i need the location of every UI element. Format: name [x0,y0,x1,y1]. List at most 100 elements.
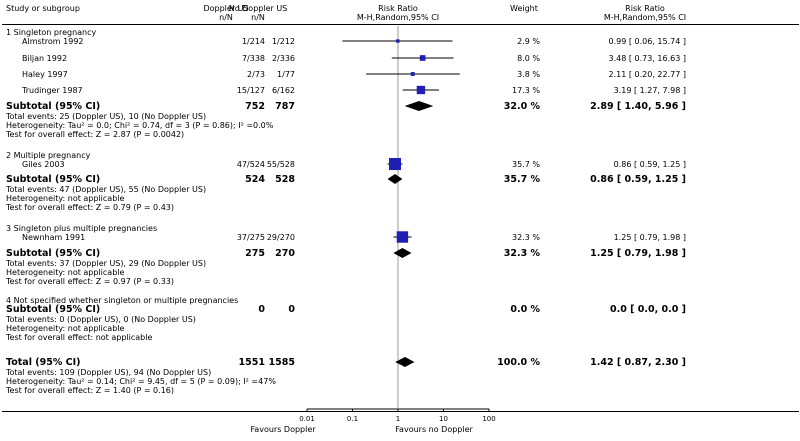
note-total-events: Total events: 25 (Doppler US), 10 (No Do… [6,112,207,121]
study-weight: 35.7 % [512,160,540,169]
note-heterogeneity: Heterogeneity: not applicable [6,268,125,277]
group-title: 2 Multiple pregnancy [6,151,91,160]
subtotal-weight: 32.0 % [503,101,540,112]
footer-divider [2,411,799,412]
study-name: Giles 2003 [22,160,65,169]
header-divider [2,24,799,25]
favours-doppler-label: Favours Doppler [250,425,316,434]
total-label: Total (95% CI) [6,357,81,368]
x-axis-tick-label: 100 [482,415,495,423]
study-ci: 3.48 [ 0.73, 16.63 ] [608,54,686,63]
total-doppler: 1551 [238,357,265,368]
study-no-doppler: 2/336 [271,54,295,63]
x-axis-tick-label: 10 [439,415,448,423]
study-ci: 3.19 [ 1.27, 7.98 ] [613,86,686,95]
note-overall-effect: Test for overall effect: Z = 0.97 (P = 0… [6,277,174,286]
note-overall-effect: Test for overall effect: not applicable [6,333,153,342]
effect-marker [389,158,402,170]
total-no-doppler: 1585 [268,357,295,368]
group-title: 1 Singleton pregnancy [6,28,97,37]
study-weight: 8.0 % [517,54,540,63]
subtotal-label: Subtotal (95% CI) [6,174,101,185]
study-weight: 32.3 % [512,233,540,242]
header-risk-ratio-2-sub: M-H,Random,95% CI [603,13,687,22]
subtotal-ci: 1.25 [ 0.79, 1.98 ] [590,248,686,259]
study-no-doppler: 1/212 [271,37,295,46]
total-weight: 100.0 % [497,357,540,368]
effect-marker [396,39,400,43]
pooled-diamond [387,174,403,184]
subtotal-doppler: 752 [245,101,265,112]
header-weight: Weight [510,4,538,13]
note-heterogeneity: Heterogeneity: Tau² = 0.14; Chi² = 9.45,… [6,377,276,386]
subtotal-no-doppler: 528 [275,174,295,185]
effect-marker [419,55,426,61]
note-total-events: Total events: 0 (Doppler US), 0 (No Dopp… [6,315,196,324]
group-title: 3 Singleton plus multiple pregnancies [6,224,158,233]
study-weight: 17.3 % [512,86,540,95]
favours-no-doppler-label: Favours no Doppler [395,425,473,434]
note-total-events: Total events: 109 (Doppler US), 94 (No D… [6,368,212,377]
subtotal-ci: 0.0 [ 0.0, 0.0 ] [609,304,686,315]
header-no-doppler: No Doppler US [228,4,288,13]
note-heterogeneity: Heterogeneity: not applicable [6,324,125,333]
study-ci: 0.86 [ 0.59, 1.25 ] [613,160,686,169]
subtotal-ci: 0.86 [ 0.59, 1.25 ] [590,174,686,185]
header-risk-ratio-sub: M-H,Random,95% CI [356,13,440,22]
subtotal-label: Subtotal (95% CI) [6,101,101,112]
header-risk-ratio-2: Risk Ratio [625,4,665,13]
header-no-doppler-sub: n/N [251,13,265,22]
study-doppler: 15/127 [236,86,265,95]
subtotal-doppler: 0 [258,304,265,315]
effect-marker [416,85,426,95]
note-total-events: Total events: 37 (Doppler US), 29 (No Do… [6,259,207,268]
study-weight: 2.9 % [517,37,540,46]
subtotal-weight: 32.3 % [503,248,540,259]
study-ci: 2.11 [ 0.20, 22.77 ] [608,70,686,79]
study-ci: 1.25 [ 0.79, 1.98 ] [613,233,686,242]
study-no-doppler: 6/162 [271,86,295,95]
x-axis-tick-label: 0.01 [299,415,315,423]
subtotal-no-doppler: 270 [275,248,295,259]
study-name: Biljan 1992 [22,54,68,63]
study-no-doppler: 1/77 [277,70,295,79]
subtotal-doppler: 524 [245,174,265,185]
pooled-diamond [393,248,412,258]
subtotal-doppler: 275 [245,248,265,259]
study-weight: 3.8 % [517,70,540,79]
study-doppler: 37/275 [236,233,265,242]
note-overall-effect: Test for overall effect: Z = 1.40 (P = 0… [6,386,174,395]
study-name: Trudinger 1987 [22,86,83,95]
note-overall-effect: Test for overall effect: Z = 0.79 (P = 0… [6,203,174,212]
group-title: 4 Not specified whether singleton or mul… [6,296,239,305]
subtotal-no-doppler: 0 [288,304,295,315]
study-name: Almstrom 1992 [22,37,84,46]
subtotal-weight: 35.7 % [503,174,540,185]
study-doppler: 7/338 [241,54,265,63]
study-doppler: 1/214 [241,37,265,46]
note-total-events: Total events: 47 (Doppler US), 55 (No Do… [6,185,207,194]
subtotal-label: Subtotal (95% CI) [6,248,101,259]
effect-marker [396,231,409,243]
subtotal-no-doppler: 787 [275,101,295,112]
study-ci: 0.99 [ 0.06, 15.74 ] [608,37,686,46]
note-heterogeneity: Heterogeneity: Tau² = 0.0; Chi² = 0.74, … [6,121,274,130]
subtotal-ci: 2.89 [ 1.40, 5.96 ] [590,101,686,112]
study-name: Haley 1997 [22,70,68,79]
header-doppler: Doppler US [203,4,249,13]
x-axis-tick-label: 1 [396,415,400,423]
total-ci: 1.42 [ 0.87, 2.30 ] [590,357,686,368]
subtotal-weight: 0.0 % [510,304,540,315]
study-no-doppler: 55/528 [266,160,295,169]
header-study: Study or subgroup [6,4,80,13]
note-heterogeneity: Heterogeneity: not applicable [6,194,125,203]
study-doppler: 2/73 [247,70,265,79]
x-axis-tick-label: 0.1 [347,415,358,423]
pooled-diamond [395,357,415,367]
header-risk-ratio: Risk Ratio [378,4,418,13]
study-no-doppler: 29/270 [266,233,295,242]
study-name: Newnham 1991 [22,233,86,242]
pooled-diamond [404,101,434,111]
subtotal-label: Subtotal (95% CI) [6,304,101,315]
note-overall-effect: Test for overall effect: Z = 2.87 (P = 0… [6,130,185,139]
